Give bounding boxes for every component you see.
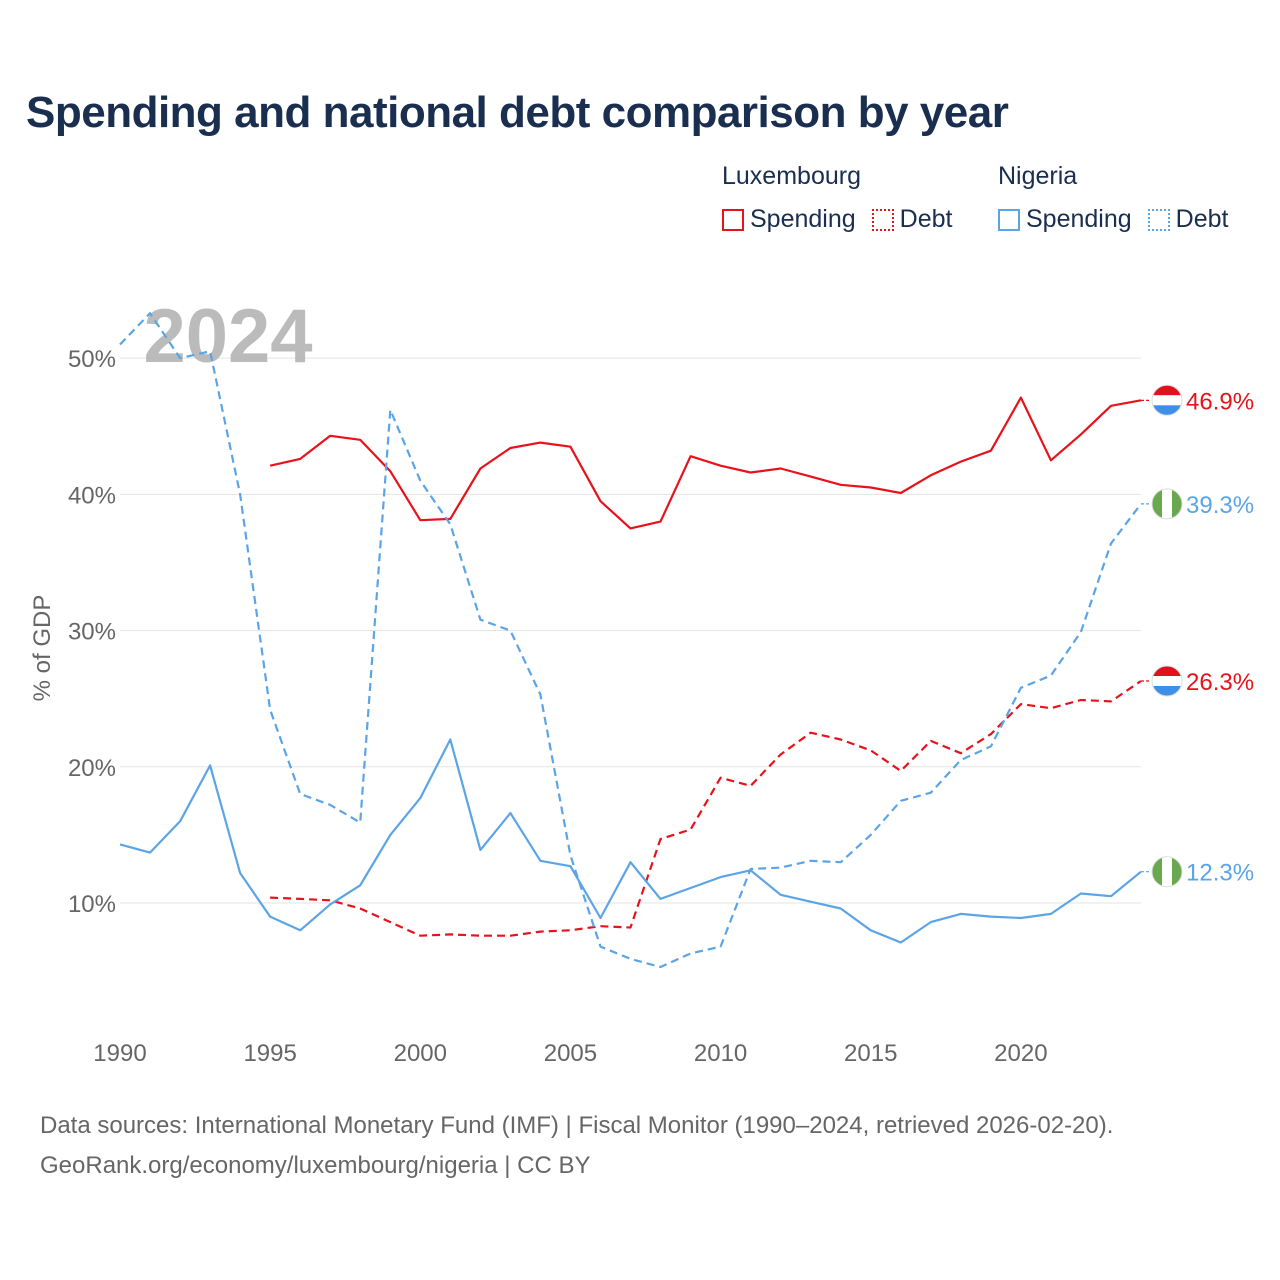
x-tick-label: 2020 bbox=[994, 1040, 1047, 1067]
legend-item-label: Spending bbox=[1026, 205, 1132, 233]
footer-credit: GeoRank.org/economy/luxembourg/nigeria |… bbox=[40, 1152, 591, 1179]
flag-outline bbox=[1151, 665, 1183, 697]
flag-stripe-green bbox=[1152, 856, 1162, 887]
luxembourg-flag-icon bbox=[1151, 384, 1183, 416]
y-tick-label: 10% bbox=[68, 891, 116, 918]
legend-item-label: Debt bbox=[1175, 205, 1229, 233]
legend-group-nigeria: Nigeria Spending Debt bbox=[998, 162, 1244, 234]
flag-stripe-green bbox=[1172, 488, 1182, 519]
flag-stripe-blue bbox=[1152, 686, 1182, 696]
series-line-luxembourg-spending bbox=[269, 396, 1142, 530]
end-value-label: 39.3% bbox=[1186, 492, 1254, 519]
end-label-layer: 46.9% 26.3% 12.3% 39.3% bbox=[1141, 384, 1254, 888]
legend-swatch-solid bbox=[722, 208, 744, 231]
footer: Data sources: International Monetary Fun… bbox=[40, 1106, 1113, 1186]
legend-nigeria-spending[interactable]: Spending bbox=[998, 205, 1132, 234]
flag-stripe-red bbox=[1152, 385, 1182, 396]
y-tick-label: 30% bbox=[68, 619, 116, 646]
footer-source: Data sources: International Monetary Fun… bbox=[40, 1112, 1114, 1139]
legend-nigeria-debt[interactable]: Debt bbox=[1147, 205, 1229, 234]
flag-stripe-white bbox=[1152, 676, 1182, 686]
legend-item-label: Spending bbox=[750, 205, 856, 233]
y-tick-label: 40% bbox=[68, 482, 116, 509]
legend-group-luxembourg: Luxembourg Spending Debt bbox=[722, 162, 968, 234]
flag-stripe-red bbox=[1152, 666, 1182, 676]
y-tick-label: 50% bbox=[68, 346, 116, 373]
legend-swatch-dotted bbox=[1147, 208, 1170, 231]
chart-title: Spending and national debt comparison by… bbox=[26, 88, 1009, 137]
flag-outline bbox=[1151, 384, 1183, 416]
flag-stripe-white bbox=[1152, 395, 1182, 406]
axis-layer: 10% 20% 30% 40% 50% 1990 1995 2000 2005 2010 2015 2… bbox=[68, 346, 1048, 1067]
nigeria-flag-icon bbox=[1151, 856, 1183, 888]
legend-group-name: Luxembourg bbox=[722, 162, 861, 190]
y-tick-label: 20% bbox=[68, 755, 116, 782]
x-tick-label: 2005 bbox=[544, 1040, 597, 1067]
flag-stripe-white bbox=[1162, 488, 1172, 519]
legend-luxembourg-debt[interactable]: Debt bbox=[871, 205, 953, 234]
flag-stripe-white bbox=[1162, 856, 1172, 887]
end-value-label: 26.3% bbox=[1186, 669, 1254, 696]
legend-luxembourg-spending[interactable]: Spending bbox=[722, 205, 856, 234]
flag-stripe-blue bbox=[1152, 405, 1182, 416]
x-tick-label: 2010 bbox=[694, 1040, 747, 1067]
nigeria-flag-icon bbox=[1151, 488, 1183, 520]
luxembourg-flag-icon bbox=[1151, 665, 1183, 697]
legend-swatch-dotted bbox=[871, 208, 894, 231]
x-tick-label: 1990 bbox=[93, 1040, 146, 1067]
series-line-nigeria-debt bbox=[119, 312, 1142, 969]
legend-swatch-solid bbox=[998, 208, 1020, 231]
end-value-label: 46.9% bbox=[1186, 388, 1254, 415]
legend-group-name: Nigeria bbox=[998, 162, 1078, 190]
x-tick-label: 2015 bbox=[844, 1040, 897, 1067]
flag-stripe-green bbox=[1172, 856, 1182, 887]
flag-stripe-green bbox=[1152, 488, 1162, 519]
flag-outline bbox=[1151, 856, 1183, 888]
y-axis-label: % of GDP bbox=[29, 595, 56, 702]
x-tick-label: 1995 bbox=[243, 1040, 296, 1067]
series-line-luxembourg-debt bbox=[270, 680, 1142, 937]
grid-layer bbox=[120, 357, 1141, 904]
series-line-nigeria-spending bbox=[119, 738, 1142, 944]
x-tick-label: 2000 bbox=[394, 1040, 447, 1067]
legend-item-label: Debt bbox=[899, 205, 953, 233]
year-watermark: 2024 bbox=[143, 294, 312, 379]
end-value-label: 12.3% bbox=[1186, 860, 1254, 887]
series-layer bbox=[119, 312, 1142, 969]
flag-outline bbox=[1151, 488, 1183, 520]
